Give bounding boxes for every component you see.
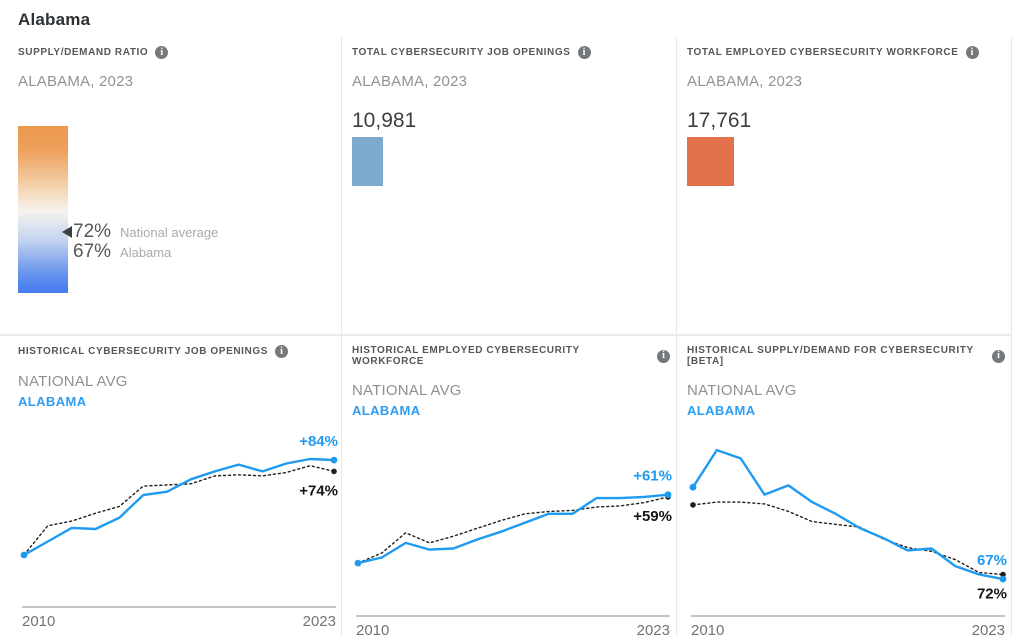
national-end-label: 72% [977,586,1007,603]
x-axis-label-start: 2010 [691,622,724,637]
historical-job-openings-chart[interactable]: 2010 2023 +74% +84% [18,417,338,632]
national-end-dot [331,468,337,475]
panel-historical-employed-workforce: HISTORICAL EMPLOYED CYBERSECURITY WORKFO… [342,336,677,637]
state-end-label: +61% [633,468,672,485]
national-average-row: 72% National average [62,221,219,242]
info-icon[interactable]: i [155,46,169,59]
line-chart-svg: 2010 2023 +74% +84% [20,433,338,630]
legend-national-avg: NATIONAL AVG [18,373,128,390]
national-avg-line [692,501,1004,576]
supply-demand-gradient-bar [18,126,68,293]
panel-subtitle: ALABAMA, 2023 [18,73,134,90]
panel-header: SUPPLY/DEMAND RATIO i [18,46,335,59]
national-avg-line [357,496,669,564]
state-end-dot [664,491,672,499]
legend-national-avg: NATIONAL AVG [687,382,797,399]
legend-state: ALABAMA [352,403,421,418]
state-line [691,448,1005,581]
state-label: Alabama [120,244,172,260]
panel-total-employed-workforce: TOTAL EMPLOYED CYBERSECURITY WORKFORCE i… [677,37,1012,336]
panel-total-job-openings: TOTAL CYBERSECURITY JOB OPENINGS i ALABA… [342,37,677,336]
panel-historical-supply-demand: HISTORICAL SUPPLY/DEMAND FOR CYBERSECURI… [677,336,1012,637]
panel-header-label: HISTORICAL CYBERSECURITY JOB OPENINGS [18,346,269,357]
info-icon[interactable]: i [577,46,591,59]
state-line [356,493,670,565]
state-end-dot [330,456,338,464]
info-icon[interactable]: i [657,349,670,363]
supply-demand-gauge: 72% National average 67% Alabama [18,126,335,293]
info-icon[interactable]: i [965,46,979,59]
panel-header-label: TOTAL EMPLOYED CYBERSECURITY WORKFORCE [687,47,959,58]
state-row: 67% Alabama [62,241,218,262]
panel-header: TOTAL EMPLOYED CYBERSECURITY WORKFORCE i [687,46,1005,59]
national-average-label: National average [120,224,219,240]
job-openings-bar [352,137,383,186]
state-start-dot [20,551,28,559]
state-end-label: 67% [977,552,1007,569]
state-start-dot [354,559,362,567]
workforce-bar [687,137,734,186]
line-chart-svg: 2010 2023 72% 67% [689,448,1007,637]
workforce-value: 17,761 [687,109,752,132]
state-line [22,457,336,557]
national-avg-line [23,465,335,556]
panel-supply-demand-ratio: SUPPLY/DEMAND RATIO i ALABAMA, 2023 72% … [0,37,342,336]
panel-historical-job-openings: HISTORICAL CYBERSECURITY JOB OPENINGS i … [0,336,342,636]
marker-left-triangle-icon [62,226,72,238]
panel-header: HISTORICAL CYBERSECURITY JOB OPENINGS i [18,345,335,358]
x-axis-label-start: 2010 [356,622,389,637]
national-start-dot [690,502,696,508]
job-openings-value: 10,981 [352,109,417,132]
national-end-label: +74% [299,482,338,499]
panel-header-label: SUPPLY/DEMAND RATIO [18,47,149,58]
dashboard-grid: SUPPLY/DEMAND RATIO i ALABAMA, 2023 72% … [0,37,1012,637]
state-value: 67% [73,241,112,262]
panel-header-label: TOTAL CYBERSECURITY JOB OPENINGS [352,47,571,58]
gauge-annotation: 72% National average 67% Alabama [62,221,219,262]
legend-national-avg: NATIONAL AVG [352,382,462,399]
panel-header: TOTAL CYBERSECURITY JOB OPENINGS i [352,46,670,59]
panel-subtitle: ALABAMA, 2023 [687,73,803,90]
legend-state: ALABAMA [18,394,87,409]
panel-header: HISTORICAL EMPLOYED CYBERSECURITY WORKFO… [352,345,670,367]
national-average-value: 72% [73,221,112,242]
panel-subtitle: ALABAMA, 2023 [352,73,468,90]
historical-supply-demand-chart[interactable]: 2010 2023 72% 67% [687,426,1007,637]
x-axis-label-end: 2023 [637,622,670,637]
legend-state: ALABAMA [687,403,756,418]
historical-employed-workforce-chart[interactable]: 2010 2023 +59% +61% [352,426,672,637]
x-axis-label-end: 2023 [972,622,1005,637]
national-end-label: +59% [633,508,672,525]
state-start-dot [689,483,697,491]
x-axis-label-end: 2023 [303,613,336,630]
panel-header-label: HISTORICAL EMPLOYED CYBERSECURITY WORKFO… [352,345,580,367]
national-end-dot [1000,571,1006,578]
info-icon[interactable]: i [992,349,1005,363]
x-axis-label-start: 2010 [22,613,55,630]
panel-header-label: HISTORICAL SUPPLY/DEMAND FOR CYBERSECURI… [687,345,974,367]
info-icon[interactable]: i [275,345,289,358]
panel-header: HISTORICAL SUPPLY/DEMAND FOR CYBERSECURI… [687,345,1005,367]
state-end-dot [999,575,1007,583]
state-end-label: +84% [299,433,338,450]
line-chart-svg: 2010 2023 +59% +61% [354,468,672,637]
page-title: Alabama [18,10,91,29]
